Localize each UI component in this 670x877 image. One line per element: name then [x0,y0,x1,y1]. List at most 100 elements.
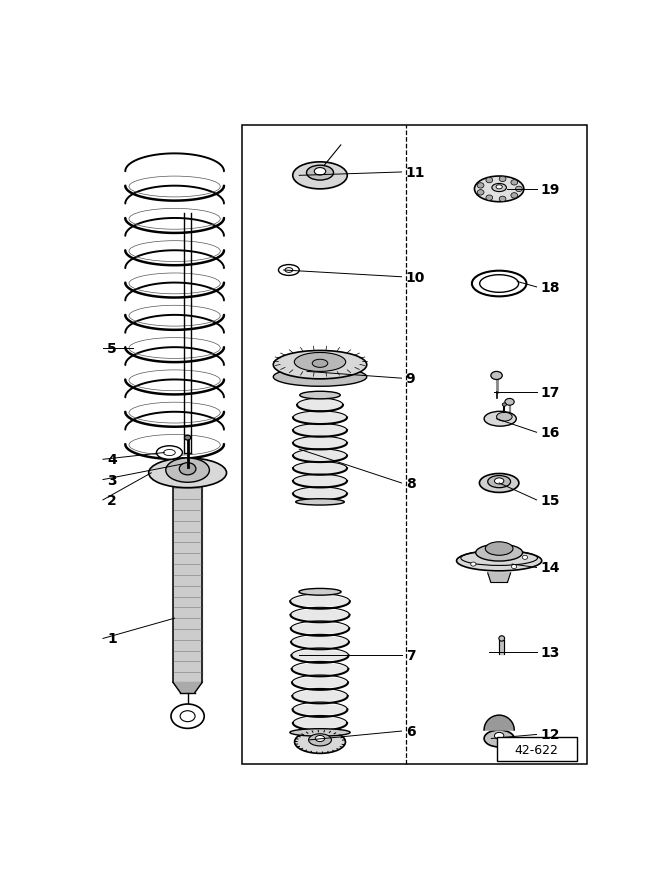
Text: 10: 10 [406,270,425,284]
Ellipse shape [293,475,347,488]
Text: 8: 8 [406,476,415,490]
Ellipse shape [309,734,332,746]
Ellipse shape [163,450,176,456]
Ellipse shape [511,194,518,199]
Bar [496,738,577,761]
Bar [242,125,588,764]
Text: 18: 18 [541,281,560,295]
Ellipse shape [149,459,226,488]
Ellipse shape [456,551,542,571]
Ellipse shape [299,392,340,399]
Text: 4: 4 [107,453,117,467]
Text: 11: 11 [406,166,425,180]
Text: 17: 17 [541,385,560,399]
Ellipse shape [499,197,506,203]
Text: 13: 13 [541,645,560,660]
Polygon shape [488,574,511,582]
Text: 1: 1 [107,631,117,645]
Ellipse shape [292,690,348,702]
Ellipse shape [180,463,196,475]
Ellipse shape [291,623,349,634]
Text: 7: 7 [406,649,415,663]
Text: 16: 16 [541,425,560,439]
Ellipse shape [306,166,334,181]
Text: 9: 9 [406,372,415,386]
Polygon shape [484,716,514,731]
Ellipse shape [273,368,366,387]
Ellipse shape [293,412,347,424]
Ellipse shape [523,556,527,560]
Polygon shape [499,641,505,654]
Ellipse shape [293,450,347,462]
Ellipse shape [488,476,511,488]
Ellipse shape [480,275,519,293]
Ellipse shape [477,190,484,196]
Ellipse shape [511,181,518,186]
Ellipse shape [292,677,348,688]
Ellipse shape [492,184,507,192]
Ellipse shape [485,542,513,556]
Ellipse shape [293,424,347,437]
Ellipse shape [291,610,350,621]
Ellipse shape [184,436,191,440]
Ellipse shape [293,162,347,189]
Ellipse shape [295,731,346,753]
Text: 42-622: 42-622 [515,743,559,756]
Ellipse shape [471,562,476,567]
Ellipse shape [486,178,492,183]
Ellipse shape [273,351,366,380]
Ellipse shape [290,596,350,607]
Ellipse shape [511,565,517,569]
Ellipse shape [494,732,504,739]
Ellipse shape [171,704,204,729]
Ellipse shape [291,664,348,674]
Ellipse shape [477,183,484,189]
Ellipse shape [494,478,504,484]
Ellipse shape [496,413,512,422]
Text: 19: 19 [541,182,560,196]
Text: 14: 14 [541,560,560,574]
Ellipse shape [484,731,514,747]
Ellipse shape [293,717,347,729]
Ellipse shape [291,650,348,661]
Text: 3: 3 [107,473,117,487]
Ellipse shape [170,460,206,473]
Ellipse shape [297,399,343,411]
Ellipse shape [499,177,506,182]
Ellipse shape [293,488,347,500]
Ellipse shape [474,177,524,203]
Ellipse shape [293,438,347,449]
Ellipse shape [484,412,517,427]
Ellipse shape [486,196,492,201]
Polygon shape [173,682,202,693]
Ellipse shape [165,459,210,482]
Ellipse shape [316,736,325,742]
Ellipse shape [480,474,519,493]
Ellipse shape [502,403,507,407]
Ellipse shape [496,186,502,189]
Ellipse shape [515,187,522,192]
Ellipse shape [505,399,514,406]
Text: 15: 15 [541,493,560,507]
Ellipse shape [314,168,326,175]
Ellipse shape [472,271,527,297]
Ellipse shape [499,636,505,641]
Ellipse shape [295,499,344,505]
Ellipse shape [491,372,502,380]
Ellipse shape [476,545,523,561]
Text: 5: 5 [107,341,117,355]
Ellipse shape [285,268,293,273]
Ellipse shape [279,265,299,276]
Ellipse shape [299,588,341,595]
Ellipse shape [294,353,346,372]
Ellipse shape [291,637,349,648]
Ellipse shape [293,704,348,716]
Ellipse shape [312,360,328,368]
Text: 6: 6 [406,724,415,738]
Polygon shape [173,467,202,682]
Text: 12: 12 [541,728,560,742]
Ellipse shape [180,711,195,722]
Text: 2: 2 [107,493,117,507]
Ellipse shape [157,446,182,460]
Ellipse shape [290,729,350,737]
